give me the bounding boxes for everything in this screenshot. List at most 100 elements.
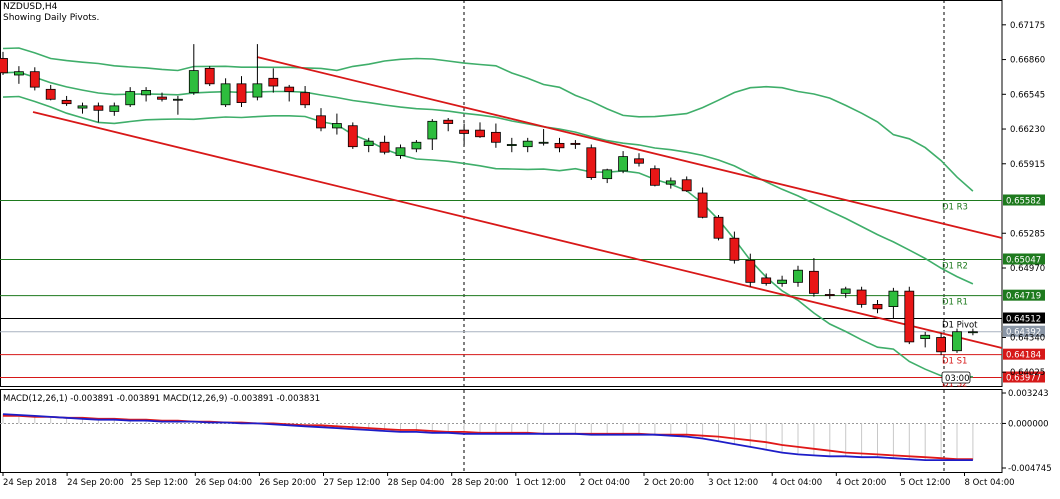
time-axis-label: 5 Oct 12:00 — [900, 478, 950, 488]
pivot-price-tag — [1003, 348, 1045, 360]
candle — [586, 144, 597, 180]
candle-body — [61, 99, 72, 105]
pivot-label: D1 R3 — [942, 202, 968, 212]
candle — [109, 102, 120, 116]
candle-body — [729, 237, 740, 261]
bollinger-bands — [2, 47, 974, 378]
candle — [379, 135, 390, 155]
candle-body — [809, 270, 819, 294]
candle-body — [427, 120, 438, 140]
candle-body — [761, 277, 772, 284]
candle-body — [13, 71, 24, 76]
price-pane-frame — [0, 0, 1003, 387]
candle-body — [141, 90, 152, 96]
candle-body — [395, 147, 406, 156]
candle-body — [204, 67, 215, 85]
candle-body — [713, 216, 724, 239]
candle — [809, 258, 819, 297]
time-axis-label: 4 Oct 04:00 — [772, 478, 822, 488]
symbol-label: NZDUSD,H4 — [3, 2, 58, 12]
candle — [665, 177, 676, 189]
candle — [920, 331, 931, 348]
candle-body — [157, 96, 167, 100]
candle-body — [443, 119, 454, 124]
pivot-label: D1 R2 — [942, 262, 968, 272]
candle-body — [586, 147, 597, 178]
grid — [0, 0, 1003, 473]
countdown-box — [941, 371, 971, 384]
candle — [554, 137, 565, 153]
price-axis-label: 0.64970 — [1010, 264, 1045, 274]
candle-body — [172, 98, 183, 101]
pivot-label: D1 S2 — [942, 380, 967, 390]
candle — [490, 123, 501, 148]
candle — [713, 215, 724, 241]
candle-body — [952, 331, 962, 352]
candle — [634, 153, 644, 167]
bollinger-lower — [2, 95, 973, 378]
macd-signal-line — [3, 414, 973, 461]
candle — [395, 144, 406, 159]
price-axis-label: 0.66230 — [1010, 125, 1045, 135]
candle-body — [220, 83, 231, 106]
pivot-lines: D1 R3 0.65582 D1 R2 0.65047 D1 R1 0.64719 D1 P… — [0, 194, 1045, 390]
candle-body — [840, 288, 851, 294]
candle — [268, 68, 279, 93]
pivot-subtitle: Showing Daily Pivots. — [3, 13, 100, 23]
price-axis-label: 0.66860 — [1010, 56, 1045, 66]
candle-body — [29, 71, 40, 88]
candle-body — [681, 179, 692, 192]
candle-body — [125, 91, 136, 106]
channel-upper-line[interactable] — [256, 56, 1003, 239]
candle — [0, 51, 8, 75]
candle — [729, 231, 740, 264]
candle — [459, 123, 470, 146]
candle-body — [0, 58, 8, 74]
candle-body — [300, 92, 311, 106]
time-axis-label: 26 Sep 20:00 — [259, 478, 316, 488]
candle-body — [45, 88, 56, 100]
candle — [252, 44, 263, 101]
pivot-price-tag — [1003, 289, 1045, 301]
pivot-price-tag — [1003, 312, 1045, 324]
candle-body — [188, 70, 199, 94]
price-axis-label: 0.67175 — [1010, 21, 1045, 31]
candle-body — [777, 279, 787, 284]
current-price-tag — [1003, 325, 1045, 337]
candle-body — [936, 337, 946, 353]
candle — [745, 253, 756, 287]
price-axis-label: 0.64025 — [1010, 368, 1045, 378]
candle — [220, 78, 231, 107]
candle — [952, 328, 962, 353]
candle-body — [856, 289, 867, 305]
candle — [824, 288, 835, 299]
candle-body — [554, 142, 565, 149]
pivot-price-tag — [1003, 194, 1045, 206]
candle-body — [745, 259, 756, 283]
macd-pane-frame — [0, 389, 1003, 473]
candle — [793, 265, 803, 287]
candle — [331, 113, 342, 135]
pivot-price-tag-text: 0.63977 — [1006, 374, 1041, 384]
candle — [77, 102, 88, 114]
time-axis-label: 4 Oct 20:00 — [836, 478, 886, 488]
candle — [125, 87, 136, 107]
candle-body — [93, 105, 104, 111]
candle-body — [459, 129, 470, 134]
channel-lower-line[interactable] — [32, 111, 1003, 349]
candle — [570, 140, 581, 149]
candle — [856, 286, 867, 308]
candle-body — [793, 269, 803, 283]
candle — [602, 168, 613, 184]
candle — [761, 273, 772, 286]
candle — [968, 328, 978, 336]
time-axis-label: 2 Oct 04:00 — [580, 478, 630, 488]
price-axis-label: 0.64340 — [1010, 333, 1045, 343]
pivot-price-tag-text: 0.64719 — [1006, 292, 1041, 302]
price-axis-label: 0.66545 — [1010, 90, 1045, 100]
trend-channel[interactable] — [32, 56, 1003, 349]
candle-body — [490, 131, 501, 143]
candle-body — [411, 141, 422, 150]
